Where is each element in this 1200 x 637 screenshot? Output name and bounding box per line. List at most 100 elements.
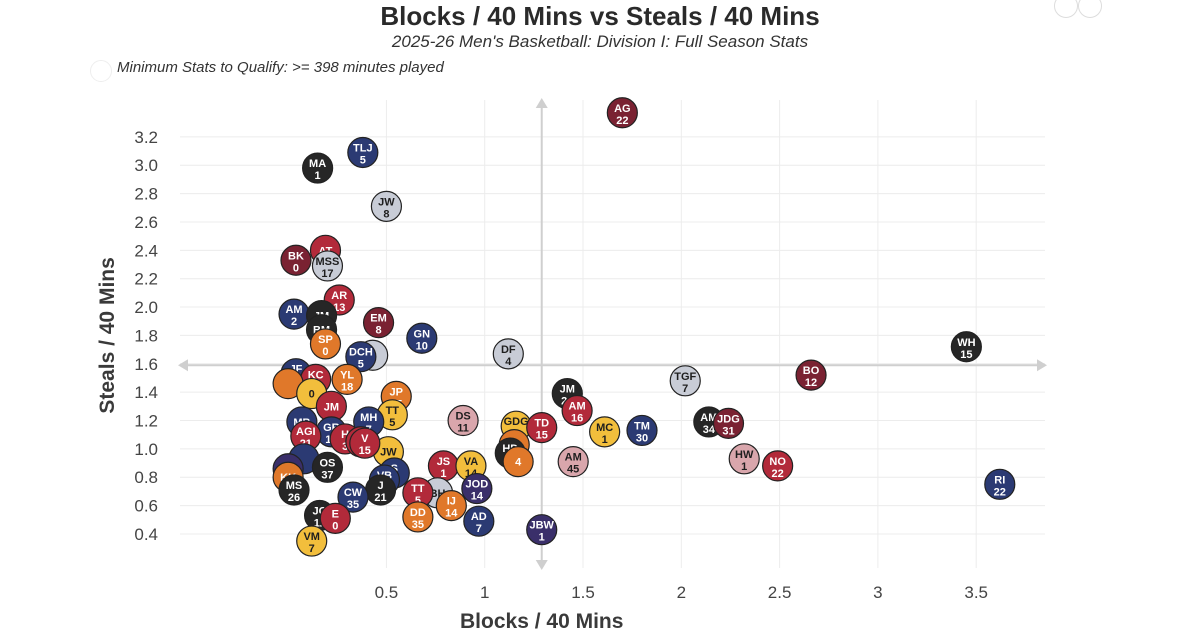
point-marker[interactable] bbox=[280, 244, 312, 276]
point-marker[interactable] bbox=[795, 359, 827, 391]
data-point[interactable]: JW8 bbox=[370, 190, 403, 222]
data-point[interactable]: DF4 bbox=[492, 338, 524, 370]
y-tick-label: 2.8 bbox=[134, 185, 158, 204]
point-initials: CW bbox=[344, 487, 363, 499]
point-marker[interactable] bbox=[984, 468, 1016, 500]
point-marker[interactable] bbox=[347, 136, 379, 169]
point-marker[interactable] bbox=[278, 474, 310, 506]
data-point[interactable]: AD7 bbox=[463, 505, 495, 537]
data-point[interactable]: V15 bbox=[349, 427, 381, 459]
point-marker[interactable] bbox=[435, 490, 467, 522]
point-marker[interactable] bbox=[349, 427, 381, 459]
data-point[interactable]: JS1 bbox=[427, 450, 460, 482]
arrow-left-icon bbox=[178, 359, 188, 372]
data-point[interactable]: J21 bbox=[364, 474, 397, 506]
point-marker[interactable] bbox=[669, 365, 701, 397]
point-marker[interactable] bbox=[762, 450, 794, 482]
data-point[interactable]: BK0 bbox=[280, 244, 312, 276]
point-marker[interactable] bbox=[311, 250, 344, 282]
point-marker[interactable] bbox=[626, 414, 658, 447]
point-marker[interactable] bbox=[370, 190, 403, 222]
point-marker[interactable] bbox=[728, 443, 760, 475]
data-point[interactable]: 4 bbox=[502, 446, 534, 478]
point-number: 22 bbox=[616, 115, 628, 127]
chart-title: Blocks / 40 Mins vs Steals / 40 Mins bbox=[380, 1, 820, 31]
share-button[interactable] bbox=[1078, 0, 1102, 18]
data-point[interactable]: E0 bbox=[319, 502, 351, 534]
point-marker[interactable] bbox=[311, 451, 344, 483]
data-point[interactable]: HW1 bbox=[728, 443, 760, 475]
data-point[interactable]: SP0 bbox=[309, 328, 342, 360]
point-marker[interactable] bbox=[406, 322, 438, 354]
point-marker[interactable] bbox=[302, 152, 334, 184]
point-number: 10 bbox=[416, 340, 428, 352]
data-point[interactable]: TT5 bbox=[376, 399, 408, 431]
point-marker[interactable] bbox=[492, 338, 524, 370]
point-marker[interactable] bbox=[337, 481, 369, 513]
point-marker[interactable] bbox=[461, 472, 493, 505]
qualify-note: Minimum Stats to Qualify: >= 398 minutes… bbox=[117, 59, 444, 76]
point-initials: IJ bbox=[447, 496, 456, 508]
point-number: 11 bbox=[457, 423, 469, 435]
x-tick-label: 1.5 bbox=[571, 583, 595, 602]
point-initials: AG bbox=[614, 103, 631, 115]
point-marker[interactable] bbox=[526, 412, 558, 444]
point-marker[interactable] bbox=[296, 525, 328, 557]
point-marker[interactable] bbox=[561, 394, 593, 427]
x-tick-label: 3 bbox=[873, 583, 882, 602]
data-point[interactable]: MA1 bbox=[302, 152, 334, 184]
point-marker[interactable] bbox=[345, 341, 377, 373]
point-marker[interactable] bbox=[331, 363, 363, 395]
point-marker[interactable] bbox=[557, 446, 589, 478]
point-number: 15 bbox=[536, 430, 548, 442]
point-marker[interactable] bbox=[362, 307, 395, 339]
qualify-toggle-icon[interactable] bbox=[90, 60, 112, 82]
data-point[interactable]: TT5 bbox=[402, 477, 434, 509]
point-marker[interactable] bbox=[319, 502, 351, 534]
point-marker[interactable] bbox=[309, 328, 342, 360]
data-point[interactable]: MC1 bbox=[589, 416, 621, 448]
point-marker[interactable] bbox=[712, 407, 745, 439]
point-marker[interactable] bbox=[526, 514, 558, 546]
point-marker[interactable] bbox=[502, 446, 534, 478]
data-point[interactable]: AM2 bbox=[278, 298, 310, 330]
point-marker[interactable] bbox=[463, 505, 495, 537]
data-point[interactable]: AGI21 bbox=[290, 420, 322, 452]
point-number: 7 bbox=[682, 383, 688, 395]
point-initials: JDG bbox=[717, 413, 740, 425]
point-marker[interactable] bbox=[589, 416, 621, 448]
point-marker[interactable] bbox=[402, 501, 434, 533]
data-point[interactable]: VM7 bbox=[296, 525, 328, 557]
data-point[interactable]: JM bbox=[315, 390, 347, 422]
point-marker[interactable] bbox=[606, 97, 638, 129]
point-marker[interactable] bbox=[950, 331, 982, 363]
point-marker[interactable] bbox=[447, 404, 479, 437]
menu-button[interactable] bbox=[1054, 0, 1078, 18]
y-tick-label: 0.6 bbox=[134, 497, 158, 516]
data-point[interactable]: EM8 bbox=[362, 307, 395, 339]
